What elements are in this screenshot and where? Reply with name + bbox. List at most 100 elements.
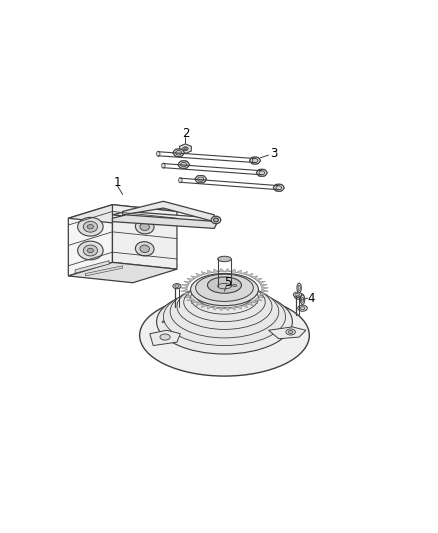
Polygon shape [180, 287, 187, 289]
Ellipse shape [181, 163, 187, 167]
Polygon shape [261, 287, 268, 289]
Text: 5: 5 [224, 276, 232, 289]
Ellipse shape [218, 284, 231, 289]
Polygon shape [184, 281, 191, 284]
Ellipse shape [294, 293, 304, 300]
Text: 3: 3 [270, 147, 277, 160]
Polygon shape [213, 269, 219, 272]
Ellipse shape [276, 185, 282, 190]
Ellipse shape [179, 177, 182, 183]
Ellipse shape [140, 245, 149, 253]
Polygon shape [219, 307, 224, 311]
Ellipse shape [83, 245, 98, 256]
Polygon shape [208, 305, 213, 309]
Ellipse shape [87, 224, 93, 229]
Ellipse shape [177, 284, 272, 329]
Ellipse shape [218, 256, 231, 262]
Ellipse shape [183, 147, 188, 150]
Ellipse shape [196, 281, 253, 308]
Text: 1: 1 [114, 176, 121, 189]
Ellipse shape [295, 293, 300, 296]
Ellipse shape [178, 161, 189, 168]
Ellipse shape [176, 150, 182, 155]
Polygon shape [184, 295, 191, 297]
Ellipse shape [191, 273, 258, 305]
Polygon shape [150, 330, 180, 345]
Polygon shape [182, 292, 189, 295]
Polygon shape [219, 269, 224, 272]
Polygon shape [182, 284, 189, 287]
Ellipse shape [173, 149, 184, 157]
Polygon shape [260, 292, 267, 295]
Polygon shape [251, 300, 258, 303]
Polygon shape [201, 271, 208, 275]
Ellipse shape [83, 221, 98, 232]
Polygon shape [196, 302, 202, 305]
Text: 2: 2 [182, 127, 189, 140]
Polygon shape [230, 269, 236, 272]
Polygon shape [236, 305, 241, 309]
Ellipse shape [298, 305, 307, 311]
Polygon shape [213, 306, 219, 310]
Ellipse shape [184, 282, 265, 321]
Ellipse shape [298, 285, 300, 290]
Polygon shape [241, 304, 247, 308]
Ellipse shape [301, 297, 304, 302]
Ellipse shape [259, 171, 265, 175]
Ellipse shape [250, 157, 260, 164]
Ellipse shape [140, 223, 149, 230]
Ellipse shape [156, 151, 160, 156]
Ellipse shape [214, 218, 219, 222]
Polygon shape [251, 276, 258, 279]
Polygon shape [85, 266, 123, 276]
Polygon shape [123, 201, 214, 222]
Polygon shape [180, 144, 191, 154]
Ellipse shape [162, 163, 165, 168]
Ellipse shape [78, 241, 103, 260]
Ellipse shape [170, 285, 279, 338]
Polygon shape [201, 304, 208, 308]
Polygon shape [191, 300, 198, 303]
Polygon shape [260, 284, 267, 287]
Ellipse shape [184, 148, 187, 150]
Ellipse shape [300, 295, 305, 304]
Ellipse shape [252, 158, 258, 163]
Ellipse shape [160, 334, 170, 340]
Ellipse shape [286, 329, 295, 335]
Ellipse shape [196, 274, 253, 302]
Polygon shape [68, 205, 177, 225]
Polygon shape [191, 276, 198, 279]
Ellipse shape [198, 177, 204, 181]
Ellipse shape [78, 217, 103, 236]
Polygon shape [241, 271, 247, 275]
Ellipse shape [208, 277, 241, 293]
Ellipse shape [293, 292, 301, 297]
Polygon shape [254, 278, 262, 281]
Ellipse shape [191, 282, 258, 314]
Ellipse shape [135, 241, 154, 256]
Polygon shape [224, 269, 230, 272]
Polygon shape [236, 270, 241, 273]
Ellipse shape [175, 285, 179, 287]
Ellipse shape [300, 306, 305, 310]
Polygon shape [258, 295, 265, 297]
Ellipse shape [233, 285, 237, 286]
Ellipse shape [297, 283, 301, 293]
Polygon shape [247, 273, 253, 277]
Polygon shape [230, 306, 236, 310]
Ellipse shape [257, 169, 267, 176]
Polygon shape [208, 270, 213, 273]
Polygon shape [75, 261, 109, 273]
Ellipse shape [297, 295, 301, 298]
Ellipse shape [274, 184, 284, 191]
Polygon shape [254, 297, 262, 301]
Text: 4: 4 [307, 292, 315, 304]
Polygon shape [196, 273, 202, 277]
Ellipse shape [201, 281, 248, 303]
Ellipse shape [156, 289, 293, 354]
Polygon shape [247, 302, 253, 305]
Ellipse shape [140, 295, 309, 376]
Ellipse shape [162, 321, 165, 322]
Polygon shape [268, 327, 306, 339]
Polygon shape [258, 281, 265, 284]
